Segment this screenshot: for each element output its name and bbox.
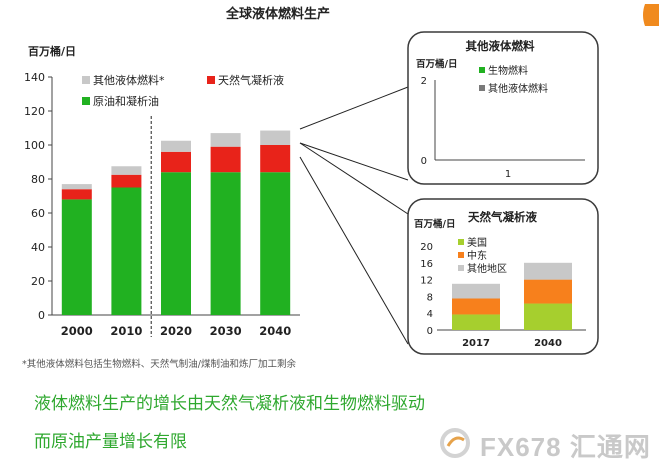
ngl-bar-segment	[524, 279, 572, 304]
watermark-logo-icon	[440, 428, 470, 458]
main-legend-label: 原油和凝析油	[93, 94, 159, 108]
ngl-legend-swatch	[458, 239, 464, 245]
ngl-legend-label: 中东	[467, 249, 487, 262]
other-liquids-legend-swatch	[479, 67, 485, 73]
main-bar-segment	[161, 140, 191, 152]
main-bar-segment	[210, 133, 241, 147]
main-bar-segment	[260, 172, 291, 315]
corner-badge-icon	[643, 4, 659, 26]
connector-line	[299, 142, 409, 181]
main-bar-segment	[111, 187, 142, 315]
headline-line-2: 而原油产量增长有限	[34, 432, 187, 452]
other-liquids-legend-label: 其他液体燃料	[488, 82, 548, 95]
main-x-tick-label: 2020	[160, 324, 192, 338]
ngl-bar-segment	[524, 262, 572, 280]
watermark-text: FX678 汇通网	[480, 432, 651, 462]
ngl-legend-label: 其他地区	[467, 262, 507, 275]
ngl-y-tick-label: 16	[420, 259, 433, 270]
main-x-tick-label: 2010	[110, 324, 142, 338]
connector-line	[299, 142, 409, 215]
connector-line	[299, 156, 409, 345]
main-y-tick-label: 140	[24, 71, 45, 84]
ngl-x-tick-label: 2040	[534, 338, 562, 349]
main-bar-segment	[61, 184, 92, 190]
main-x-tick-label: 2040	[259, 324, 291, 338]
other-liquids-title: 其他液体燃料	[466, 39, 535, 53]
other-liquids-panel	[407, 31, 599, 185]
main-y-tick-label: 60	[31, 207, 45, 220]
main-bar-segment	[260, 145, 291, 173]
ngl-y-tick-label: 4	[427, 309, 433, 320]
main-bar-segment	[210, 146, 241, 173]
ngl-x-tick-label: 2017	[462, 338, 490, 349]
main-bar-segment	[210, 172, 241, 315]
main-y-tick-label: 20	[31, 275, 45, 288]
main-legend-swatch	[82, 97, 90, 105]
main-bar-segment	[61, 199, 92, 315]
ngl-bar-segment	[452, 298, 500, 315]
ngl-bar-segment	[524, 303, 572, 330]
other-liquids-y-tick-label: 2	[421, 76, 427, 87]
main-x-tick-label: 2000	[61, 324, 93, 338]
ngl-legend-swatch	[458, 265, 464, 271]
main-legend-label: 天然气凝析液	[218, 73, 284, 87]
main-chart-title: 全球液体燃料生产	[225, 6, 330, 22]
main-bar-segment	[111, 174, 142, 188]
main-y-tick-label: 120	[24, 105, 45, 118]
main-bar-segment	[111, 166, 142, 175]
main-legend-swatch	[207, 76, 215, 84]
ngl-bar-segment	[452, 314, 500, 330]
ngl-y-tick-label: 0	[427, 326, 433, 337]
ngl-y-tick-label: 20	[420, 242, 433, 253]
connector-line	[299, 86, 409, 130]
ngl-y-tick-label: 8	[427, 292, 433, 303]
main-chart-unit: 百万桶/日	[28, 44, 76, 58]
main-bar-segment	[161, 151, 191, 173]
ngl-y-tick-label: 12	[420, 276, 433, 287]
footnote: *其他液体燃料包括生物燃料、天然气制油/煤制油和炼厂加工剩余	[22, 359, 296, 370]
headline-line-1: 液体燃料生产的增长由天然气凝析液和生物燃料驱动	[34, 394, 425, 414]
ngl-bar-segment	[452, 283, 500, 299]
ngl-title: 天然气凝析液	[468, 210, 537, 224]
main-legend-label: 其他液体燃料*	[93, 73, 165, 87]
main-bar-segment	[161, 172, 191, 315]
main-y-tick-label: 100	[24, 139, 45, 152]
other-liquids-legend-swatch	[479, 85, 485, 91]
main-x-tick-label: 2030	[210, 324, 242, 338]
ngl-legend-swatch	[458, 252, 464, 258]
main-y-tick-label: 80	[31, 173, 45, 186]
main-y-tick-label: 40	[31, 241, 45, 254]
main-legend-swatch	[82, 76, 90, 84]
main-bar-segment	[61, 189, 92, 200]
other-liquids-legend-label: 生物燃料	[488, 64, 528, 77]
other-liquids-x-tick-label: 1	[505, 169, 511, 180]
main-bar-segment	[260, 130, 291, 145]
main-y-tick-label: 0	[38, 309, 45, 322]
ngl-legend-label: 美国	[467, 236, 487, 249]
ngl-unit: 百万桶/日	[414, 218, 455, 230]
other-liquids-unit: 百万桶/日	[416, 58, 457, 70]
other-liquids-y-tick-label: 0	[421, 156, 427, 167]
